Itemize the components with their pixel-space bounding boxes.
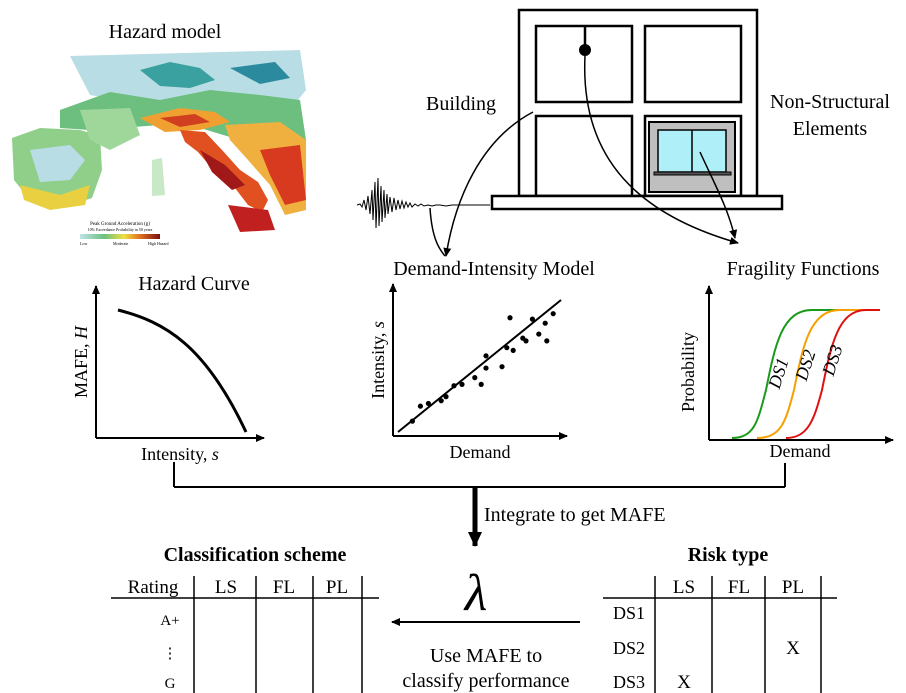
di-point (459, 381, 465, 387)
hazard-curve-title: Hazard Curve (138, 273, 250, 295)
classification-row-g: G (165, 676, 176, 692)
di-point (417, 403, 423, 409)
fragility-title: Fragility Functions (727, 258, 880, 280)
building-label: Building (426, 93, 496, 115)
arrow-pendulum-to-fragility (584, 55, 739, 245)
risk-type-title: Risk type (688, 544, 769, 566)
classify-label-line2: classify performance (402, 670, 569, 692)
arrow-building-to-demand (443, 111, 534, 257)
nse-label-line2: Elements (793, 118, 868, 140)
classification-row-a-plus: A+ (160, 613, 179, 629)
risk-row-ds1: DS1 (613, 603, 645, 623)
frag-curve-ds2 (756, 309, 880, 439)
classification-header-ls: LS (215, 577, 237, 598)
risk-header-ls: LS (673, 577, 695, 598)
di-point (483, 353, 489, 359)
classification-header-rating: Rating (128, 577, 179, 598)
hazard-curve-panel: Hazard Curve MAFE, H Intensity, s (71, 273, 265, 464)
nse-label-line1: Non-Structural (770, 91, 890, 113)
frag-x-label: Demand (770, 441, 831, 461)
non-structural-window (648, 121, 736, 193)
di-point (451, 383, 457, 389)
frag-label-ds1: DS1 (764, 355, 793, 392)
di-point (544, 338, 550, 344)
risk-cell-ds2-pl: X (786, 638, 800, 659)
map-caption-line2: 10% Exceedance Probability in 50 years (88, 227, 153, 232)
frag-y-label: Probability (678, 332, 698, 412)
classification-header-fl: FL (273, 577, 295, 598)
fragility-panel: Fragility Functions DS1 DS2 DS3 Probabil… (678, 258, 894, 461)
risk-row-ds3: DS3 (613, 672, 645, 692)
building-frame (490, 8, 784, 211)
frag-label-ds2: DS2 (791, 347, 820, 384)
frag-curve-ds3 (785, 309, 880, 439)
risk-header-fl: FL (728, 577, 750, 598)
di-point (443, 394, 449, 400)
di-scatter-points (409, 311, 556, 424)
integration-bracket (173, 462, 786, 547)
map-caption-line1: Peak Ground Acceleration (g) (90, 222, 150, 227)
di-point (478, 381, 484, 387)
lambda-symbol: λ (463, 565, 488, 622)
pendulum-mass (579, 44, 591, 56)
hazard-x-label: Intensity, s (141, 444, 219, 464)
arrow-window-to-fragility (699, 151, 738, 239)
risk-cell-ds3-ls: X (677, 672, 691, 693)
classification-title: Classification scheme (164, 544, 347, 566)
arrow-record-to-demand (429, 207, 446, 257)
di-point (507, 315, 513, 321)
classification-header-pl: PL (326, 577, 348, 598)
hazard-curve-line (117, 308, 248, 433)
classification-row-ellipsis: ⋮ (163, 646, 178, 662)
di-point (472, 375, 478, 381)
di-point (499, 364, 505, 370)
map-legend-bar (80, 234, 160, 239)
map-legend-high: High Hazard (148, 241, 169, 246)
di-y-label: Intensity, s (368, 321, 388, 399)
classification-table: Classification scheme Rating LS FL PL A+… (111, 544, 379, 693)
ground-motion-record (356, 177, 490, 229)
di-fit-line (397, 299, 562, 433)
di-point (438, 398, 444, 404)
demand-intensity-title: Demand-Intensity Model (393, 258, 595, 280)
di-point (409, 418, 415, 424)
di-point (504, 345, 510, 351)
di-point (483, 365, 489, 371)
di-point (529, 316, 536, 322)
di-point (425, 400, 431, 407)
di-point (542, 320, 548, 326)
demand-intensity-panel: Demand-Intensity Model Intensity, s Dema… (368, 258, 595, 462)
classify-label-line1: Use MAFE to (430, 645, 542, 667)
di-point (510, 347, 516, 353)
map-legend-moderate: Moderate (113, 241, 129, 246)
di-x-label: Demand (450, 442, 511, 462)
hazard-model-map: Hazard model Peak Ground Acceleration (g… (6, 21, 306, 248)
risk-row-ds2: DS2 (613, 638, 645, 658)
frag-label-ds3: DS3 (818, 342, 847, 379)
risk-type-table: Risk type LS FL PL DS1 DS2 DS3 X X (603, 544, 837, 693)
map-legend-low: Low (80, 241, 87, 246)
hazard-model-title: Hazard model (109, 21, 222, 43)
integrate-label: Integrate to get MAFE (484, 504, 666, 526)
di-point (536, 331, 542, 337)
frag-curve-ds1 (731, 309, 880, 439)
hazard-y-label: MAFE, H (71, 325, 91, 398)
di-point (523, 338, 529, 344)
risk-header-pl: PL (782, 577, 804, 598)
di-point (550, 311, 556, 317)
